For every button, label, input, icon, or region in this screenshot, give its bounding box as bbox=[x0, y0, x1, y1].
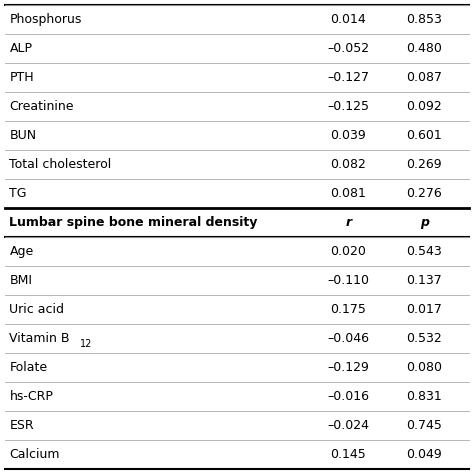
Text: –0.110: –0.110 bbox=[328, 274, 369, 287]
Text: –0.016: –0.016 bbox=[328, 390, 369, 403]
Text: 0.745: 0.745 bbox=[406, 419, 442, 432]
Text: 0.017: 0.017 bbox=[406, 303, 442, 316]
Text: Phosphorus: Phosphorus bbox=[9, 13, 82, 26]
Text: Age: Age bbox=[9, 245, 34, 258]
Text: ESR: ESR bbox=[9, 419, 34, 432]
Text: 0.276: 0.276 bbox=[406, 187, 442, 200]
Text: 0.137: 0.137 bbox=[406, 274, 442, 287]
Text: Vitamin B: Vitamin B bbox=[9, 332, 70, 345]
Text: 0.145: 0.145 bbox=[330, 448, 366, 461]
Text: 12: 12 bbox=[80, 339, 92, 349]
Text: Calcium: Calcium bbox=[9, 448, 60, 461]
Text: r: r bbox=[346, 216, 351, 229]
Text: 0.080: 0.080 bbox=[406, 361, 442, 374]
Text: 0.049: 0.049 bbox=[406, 448, 442, 461]
Text: hs-CRP: hs-CRP bbox=[9, 390, 54, 403]
Text: 0.092: 0.092 bbox=[406, 100, 442, 113]
Text: Creatinine: Creatinine bbox=[9, 100, 74, 113]
Text: Lumbar spine bone mineral density: Lumbar spine bone mineral density bbox=[9, 216, 258, 229]
Text: 0.269: 0.269 bbox=[406, 158, 442, 171]
Text: –0.125: –0.125 bbox=[328, 100, 369, 113]
Text: –0.024: –0.024 bbox=[328, 419, 369, 432]
Text: 0.532: 0.532 bbox=[406, 332, 442, 345]
Text: Uric acid: Uric acid bbox=[9, 303, 64, 316]
Text: 0.087: 0.087 bbox=[406, 71, 442, 84]
Text: 0.480: 0.480 bbox=[406, 42, 442, 55]
Text: 0.601: 0.601 bbox=[406, 129, 442, 142]
Text: 0.543: 0.543 bbox=[406, 245, 442, 258]
Text: 0.014: 0.014 bbox=[330, 13, 366, 26]
Text: BUN: BUN bbox=[9, 129, 36, 142]
Text: –0.052: –0.052 bbox=[328, 42, 369, 55]
Text: PTH: PTH bbox=[9, 71, 34, 84]
Text: 0.039: 0.039 bbox=[330, 129, 366, 142]
Text: –0.129: –0.129 bbox=[328, 361, 369, 374]
Text: –0.046: –0.046 bbox=[328, 332, 369, 345]
Text: –0.127: –0.127 bbox=[328, 71, 369, 84]
Text: 0.853: 0.853 bbox=[406, 13, 442, 26]
Text: Total cholesterol: Total cholesterol bbox=[9, 158, 112, 171]
Text: 0.081: 0.081 bbox=[330, 187, 366, 200]
Text: 0.831: 0.831 bbox=[406, 390, 442, 403]
Text: Folate: Folate bbox=[9, 361, 47, 374]
Text: TG: TG bbox=[9, 187, 27, 200]
Text: 0.082: 0.082 bbox=[330, 158, 366, 171]
Text: p: p bbox=[420, 216, 428, 229]
Text: ALP: ALP bbox=[9, 42, 33, 55]
Text: BMI: BMI bbox=[9, 274, 33, 287]
Text: 0.175: 0.175 bbox=[330, 303, 366, 316]
Text: 0.020: 0.020 bbox=[330, 245, 366, 258]
